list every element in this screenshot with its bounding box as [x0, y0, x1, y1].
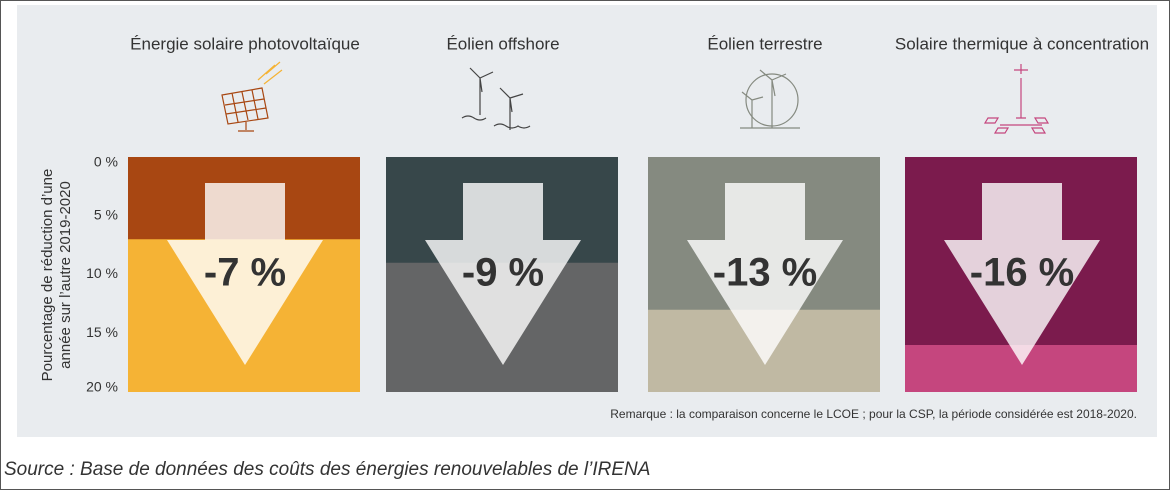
- category-label: Éolien offshore: [446, 34, 559, 53]
- icon-onshore: [740, 69, 800, 129]
- arrow: [425, 183, 581, 365]
- source: Source : Base de données des coûts des é…: [4, 459, 650, 480]
- y-tick-label: 15 %: [86, 324, 118, 340]
- y-axis-label: année sur l’autre 2019-2020: [57, 181, 74, 369]
- icon-solar: [221, 61, 283, 132]
- y-axis-label: Pourcentage de réduction d’une: [39, 169, 56, 382]
- category-label: Solaire thermique à concentration: [895, 34, 1149, 53]
- arrow: [687, 183, 843, 365]
- arrow: [167, 183, 323, 365]
- category-label: Éolien terrestre: [707, 34, 822, 53]
- arrow: [944, 183, 1100, 365]
- y-tick-label: 20 %: [86, 379, 118, 395]
- category-label: Énergie solaire photovoltaïque: [130, 34, 360, 53]
- icon-csp: [983, 64, 1050, 134]
- y-tick-label: 10 %: [86, 265, 118, 281]
- value-label: -13 %: [713, 251, 818, 295]
- value-label: -9 %: [462, 251, 544, 295]
- y-tick-label: 5 %: [94, 206, 118, 222]
- value-label: -7 %: [204, 251, 286, 295]
- note: Remarque : la comparaison concerne le LC…: [610, 407, 1137, 421]
- icons: [221, 61, 1050, 134]
- value-label: -16 %: [970, 251, 1075, 295]
- y-tick-label: 0 %: [94, 154, 118, 170]
- icon-offshore: [461, 67, 531, 130]
